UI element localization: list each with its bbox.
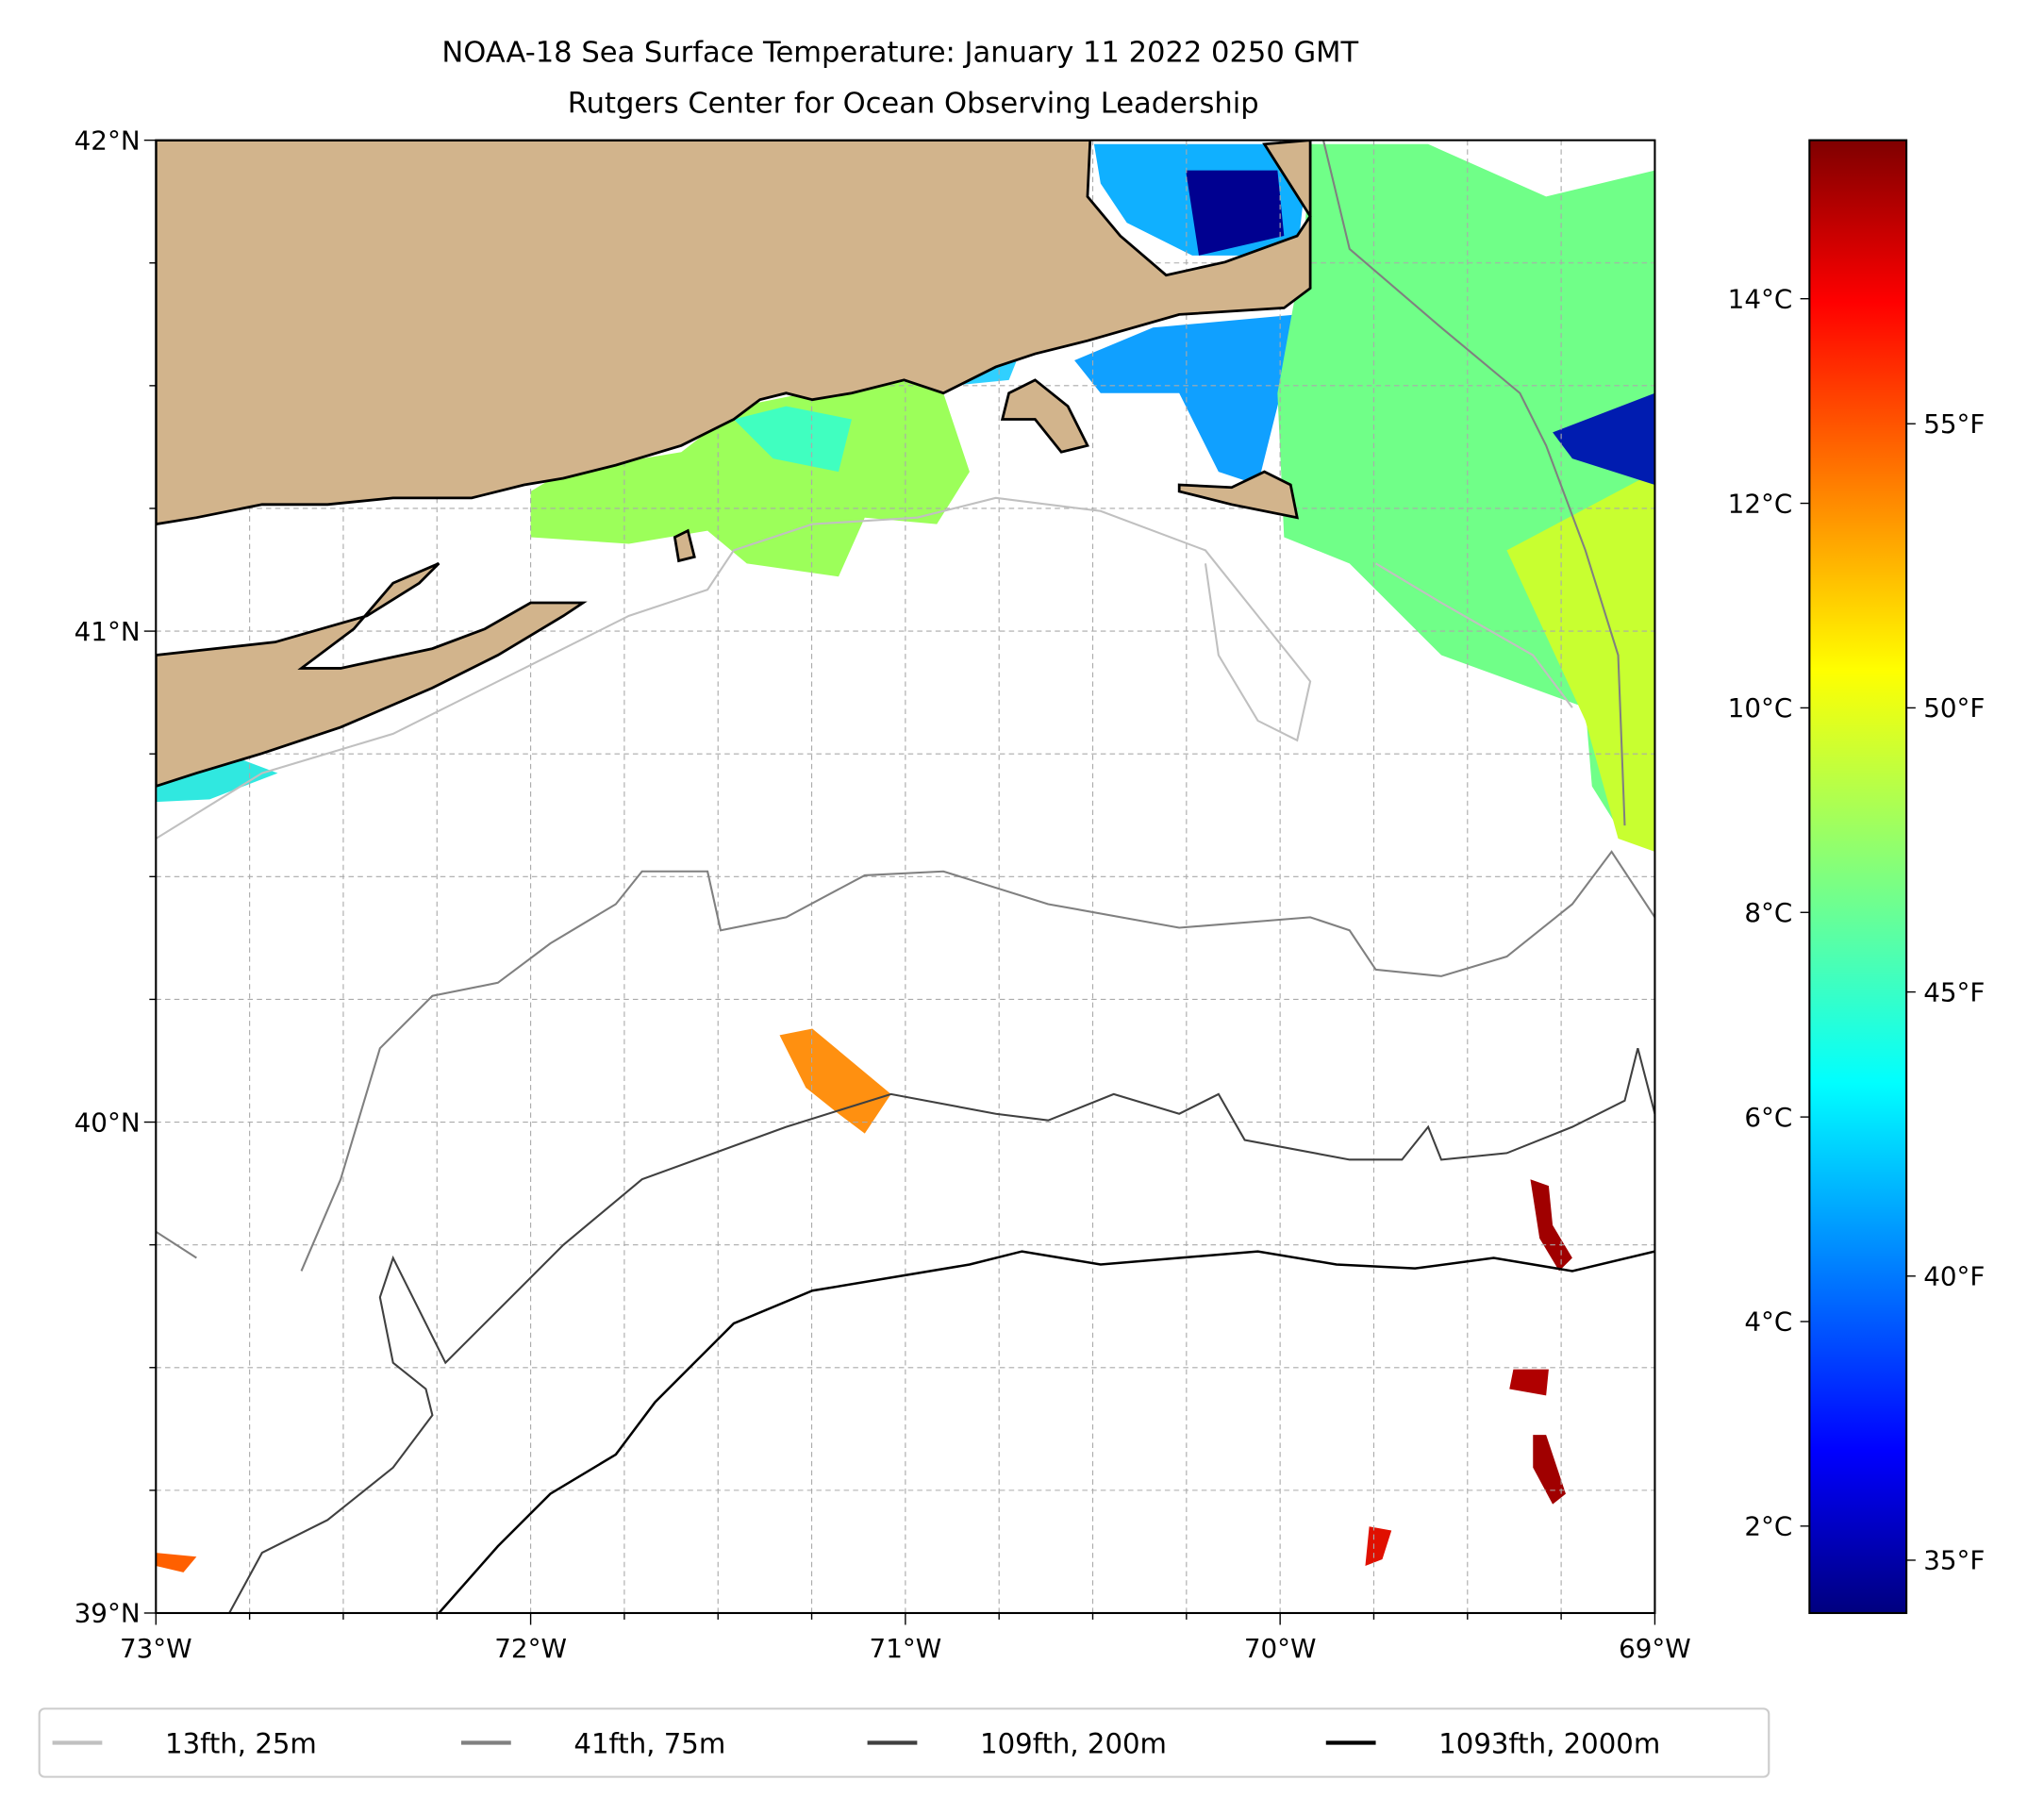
sst-patches bbox=[156, 143, 1655, 1572]
sst-capecod-bay-dark bbox=[1186, 170, 1285, 256]
colorbar-celsius-label: 2°C bbox=[1744, 1511, 1792, 1542]
colorbar-fahrenheit-label: 35°F bbox=[1923, 1545, 1985, 1576]
colorbar-celsius-label: 12°C bbox=[1728, 488, 1793, 519]
colorbar-celsius-label: 14°C bbox=[1728, 283, 1793, 314]
sst-east-dark-patch bbox=[1553, 392, 1655, 485]
x-tick-label: 69°W bbox=[1619, 1633, 1691, 1664]
chart-subtitle: Rutgers Center for Ocean Observing Leade… bbox=[568, 87, 1259, 120]
legend: 13fth, 25m 41fth, 75m 109fth, 200m 1093fth,… bbox=[38, 1707, 1770, 1778]
chart-title: NOAA-18 Sea Surface Temperature: January… bbox=[441, 36, 1358, 69]
x-tick-label: 73°W bbox=[120, 1633, 192, 1664]
colorbar-celsius-label: 4°C bbox=[1744, 1306, 1792, 1338]
land-block-island bbox=[673, 528, 696, 563]
sst-sound-patch bbox=[530, 373, 970, 577]
grid-lines bbox=[156, 140, 1655, 1613]
colorbar-celsius-label: 6°C bbox=[1744, 1102, 1792, 1133]
land-long-island bbox=[156, 562, 588, 788]
sst-warm-eddy bbox=[779, 1028, 891, 1134]
sst-warm-2 bbox=[1509, 1369, 1549, 1396]
sst-warm-1 bbox=[1530, 1179, 1572, 1272]
y-tick-label: 40°N bbox=[75, 1106, 141, 1138]
legend-label: 109fth, 200m bbox=[980, 1728, 1167, 1760]
colorbar-fahrenheit-label: 50°F bbox=[1923, 692, 1985, 724]
y-axis: 42°N 41°N 40°N 39°N bbox=[75, 125, 157, 1629]
contour-200m bbox=[228, 1048, 1655, 1613]
x-tick-label: 70°W bbox=[1244, 1633, 1317, 1664]
sst-li-south-patch bbox=[156, 757, 278, 803]
sst-gulf-of-maine-patch bbox=[1277, 143, 1655, 852]
legend-label: 41fth, 75m bbox=[573, 1728, 725, 1760]
sst-nantucket-sound-patch bbox=[1074, 314, 1298, 485]
land-marthas-vineyard bbox=[1000, 378, 1089, 454]
contour-2000m bbox=[438, 1250, 1655, 1613]
map-area bbox=[156, 140, 1655, 1613]
land-nantucket bbox=[1177, 470, 1299, 520]
sst-warm-3 bbox=[1533, 1435, 1566, 1505]
x-axis: 73°W 72°W 71°W 70°W 69°W bbox=[120, 1612, 1691, 1664]
legend-label: 1093fth, 2000m bbox=[1438, 1728, 1660, 1760]
land bbox=[156, 140, 1312, 788]
sst-warm-4 bbox=[1365, 1526, 1392, 1566]
sst-cyan-patch bbox=[733, 406, 852, 473]
legend-label: 13fth, 25m bbox=[165, 1728, 317, 1760]
sst-warm-5 bbox=[156, 1553, 197, 1572]
y-tick-label: 41°N bbox=[75, 616, 141, 647]
land-mainland bbox=[156, 140, 1312, 526]
sst-east-yellow-patch bbox=[1506, 472, 1655, 852]
x-tick-label: 71°W bbox=[870, 1633, 942, 1664]
colorbar-fahrenheit-axis: 35°F 40°F 45°F 50°F 55°F bbox=[1906, 408, 1985, 1576]
colorbar bbox=[1808, 139, 1908, 1615]
contour-75m bbox=[156, 140, 1655, 1272]
colorbar-fahrenheit-label: 55°F bbox=[1923, 408, 1985, 440]
x-tick-label: 72°W bbox=[494, 1633, 567, 1664]
y-tick-label: 42°N bbox=[75, 125, 141, 156]
colorbar-celsius-label: 10°C bbox=[1728, 692, 1793, 724]
colorbar-celsius-label: 8°C bbox=[1744, 897, 1792, 928]
contour-25m bbox=[156, 496, 1573, 840]
colorbar-celsius-axis: 2°C 4°C 6°C 8°C 10°C 12°C 14°C bbox=[1728, 283, 1810, 1542]
depth-contours bbox=[156, 140, 1655, 1613]
y-tick-label: 39°N bbox=[75, 1598, 141, 1629]
colorbar-fahrenheit-label: 40°F bbox=[1923, 1260, 1985, 1291]
colorbar-fahrenheit-label: 45°F bbox=[1923, 976, 1985, 1007]
